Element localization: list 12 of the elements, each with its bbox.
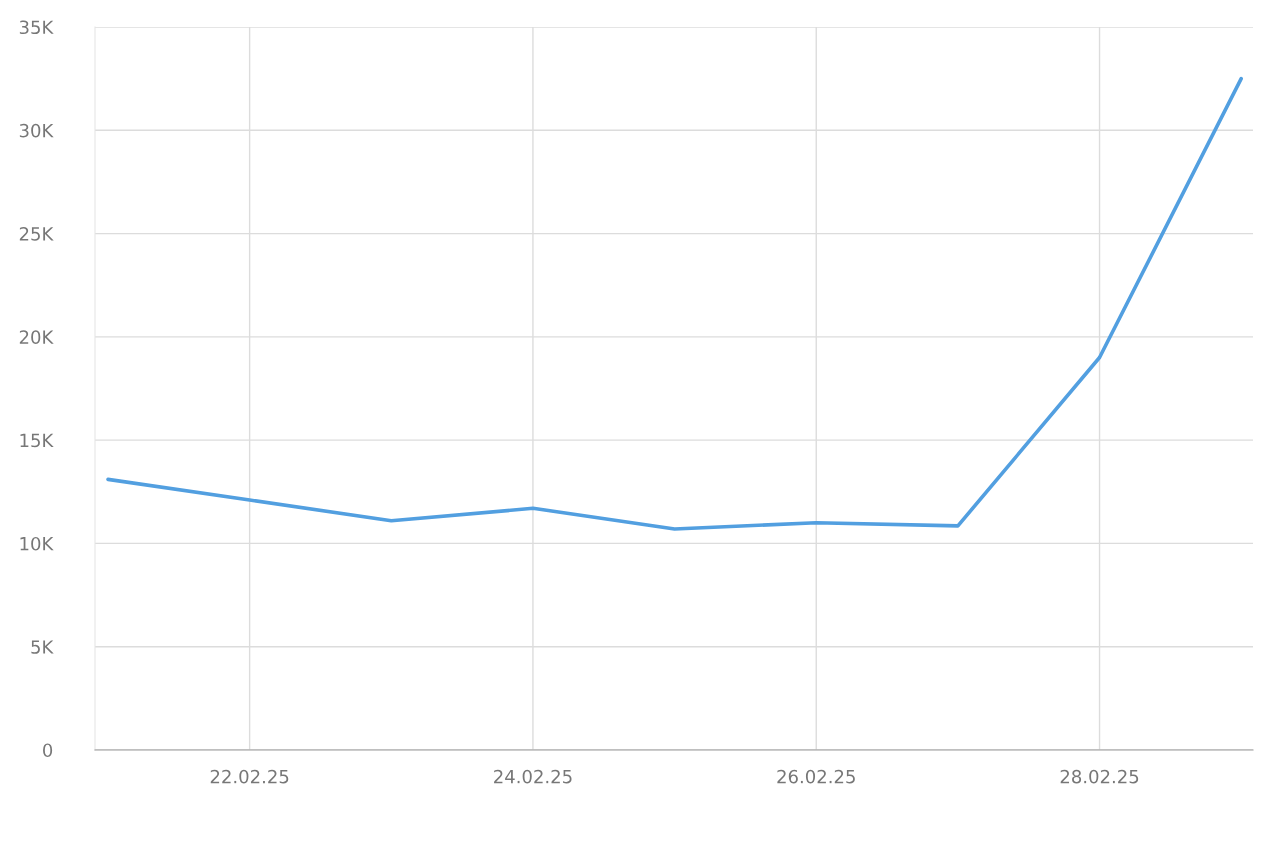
x-tick-label: 26.02.25 bbox=[777, 769, 855, 784]
y-tick-label: 15K bbox=[20, 433, 54, 448]
y-tick-label: 35K bbox=[19, 20, 54, 35]
y-tick-label: 0 bbox=[43, 743, 53, 758]
y-tick-label: 30K bbox=[19, 123, 54, 138]
y-tick-label: 20K bbox=[19, 330, 54, 344]
x-tick-label: 24.02.25 bbox=[494, 769, 572, 784]
y-tick-label: 5K bbox=[31, 640, 54, 654]
x-tick-label: 22.02.25 bbox=[210, 769, 289, 784]
y-tick-label: 10K bbox=[20, 536, 54, 551]
y-tick-label: 25K bbox=[19, 227, 54, 241]
x-tick-label: 28.02.25 bbox=[1060, 769, 1139, 784]
